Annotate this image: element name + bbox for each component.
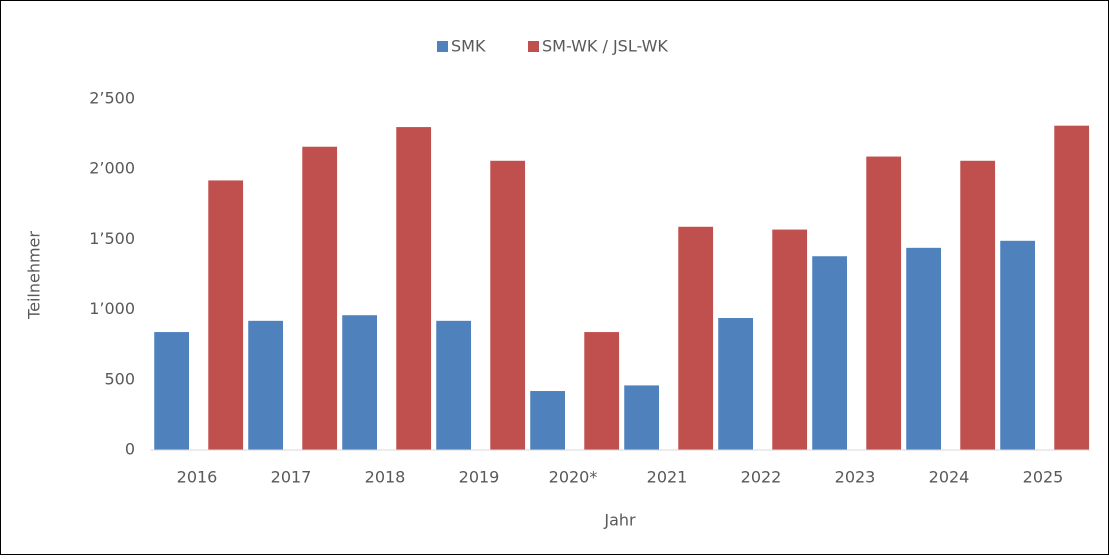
bar — [208, 180, 244, 450]
legend-swatch — [437, 41, 448, 52]
bar — [866, 156, 902, 450]
bar — [248, 320, 284, 450]
x-tick-label: 2016 — [177, 468, 218, 487]
bar — [154, 332, 190, 450]
bar — [302, 146, 338, 450]
bar — [960, 160, 996, 450]
bar — [1054, 125, 1090, 451]
bar — [906, 247, 942, 450]
x-tick-label: 2023 — [835, 468, 876, 487]
bar — [396, 127, 432, 450]
y-tick-label: 500 — [104, 369, 135, 388]
x-tick-label: 2020* — [549, 468, 598, 487]
legend-label: SMK — [451, 37, 486, 56]
x-tick-label: 2022 — [741, 468, 782, 487]
bar — [530, 391, 566, 450]
x-tick-label: 2024 — [929, 468, 970, 487]
bar — [584, 332, 620, 450]
bar — [718, 318, 754, 450]
x-tick-label: 2025 — [1023, 468, 1064, 487]
bar — [772, 229, 808, 450]
legend-label: SM-WK / JSL-WK — [542, 37, 668, 56]
x-tick-label: 2021 — [647, 468, 688, 487]
y-axis-title: Teilnehmer — [25, 231, 44, 320]
legend-swatch — [528, 41, 539, 52]
bar — [812, 256, 848, 450]
bar — [678, 226, 714, 450]
bar — [490, 160, 526, 450]
bar — [342, 315, 378, 450]
bar — [1000, 240, 1036, 450]
bar — [436, 320, 472, 450]
bar — [624, 385, 660, 450]
x-tick-label: 2017 — [271, 468, 312, 487]
x-tick-label: 2018 — [365, 468, 406, 487]
y-tick-label: 2’500 — [89, 89, 135, 108]
y-tick-label: 0 — [125, 440, 135, 459]
y-tick-label: 1’500 — [89, 229, 135, 248]
y-tick-label: 2’000 — [89, 159, 135, 178]
x-tick-label: 2019 — [459, 468, 500, 487]
y-tick-label: 1’000 — [89, 299, 135, 318]
x-axis-title: Jahr — [603, 511, 636, 530]
